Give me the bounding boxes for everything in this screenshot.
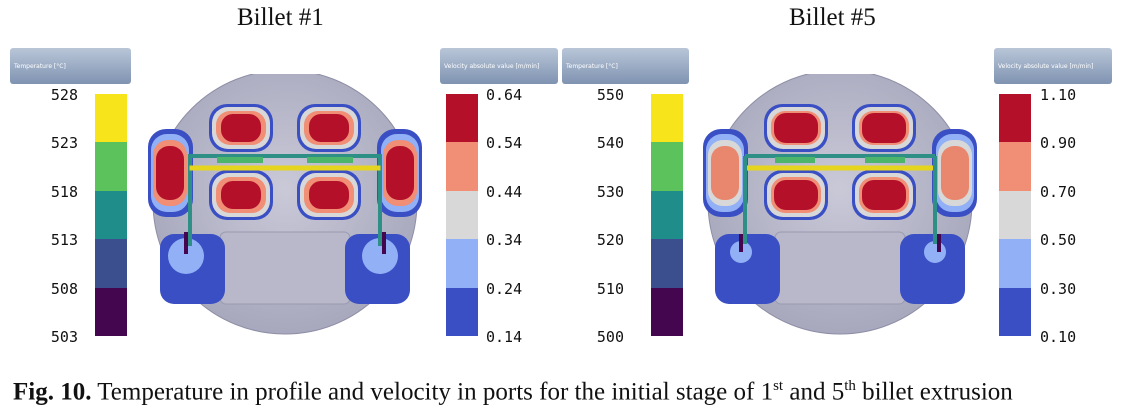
- velocity-colorbar: [999, 94, 1031, 337]
- velocity-legend-title: Velocity absolute value [m/min]: [444, 63, 540, 70]
- tick-label: 0.70: [1040, 182, 1077, 201]
- caption-text: billet extrusion: [855, 378, 1013, 406]
- tick-label: 0.50: [1040, 231, 1077, 250]
- tick-label: 0.54: [486, 134, 523, 153]
- tick-label: 508: [50, 279, 78, 298]
- colorbar-segment: [651, 190, 683, 240]
- caption-superscript: th: [844, 378, 856, 394]
- billet-1-simulation-image: [148, 74, 422, 335]
- tick-label: 518: [50, 182, 78, 201]
- figure-caption-label: Fig. 10.: [13, 378, 92, 406]
- tick-label: 0.14: [486, 328, 523, 346]
- colorbar-segment: [999, 94, 1031, 143]
- colorbar-segment: [95, 94, 127, 143]
- tick-label: 530: [596, 182, 624, 201]
- colorbar-segment: [999, 190, 1031, 240]
- colorbar-segment: [446, 190, 478, 240]
- temperature-legend-title: Temperature [°C]: [14, 63, 66, 70]
- tick-label: 513: [50, 231, 78, 250]
- colorbar-segment: [651, 287, 683, 337]
- temperature-colorbar: [95, 94, 127, 337]
- tick-label: 0.24: [486, 279, 523, 298]
- velocity-legend-title: Velocity absolute value [m/min]: [998, 63, 1094, 70]
- tick-label: 0.10: [1040, 328, 1077, 346]
- velocity-legend-header: Velocity absolute value [m/min]: [994, 48, 1112, 84]
- colorbar-segment: [95, 142, 127, 192]
- tick-label: 550: [596, 86, 624, 104]
- colorbar-segment: [999, 142, 1031, 192]
- figure-caption: Fig. 10. Temperature in profile and velo…: [13, 378, 1013, 406]
- tick-label: 0.44: [486, 182, 523, 201]
- colorbar-segment: [651, 94, 683, 143]
- colorbar-segment: [999, 239, 1031, 289]
- colorbar-segment: [95, 287, 127, 337]
- colorbar-segment: [651, 142, 683, 192]
- caption-text: Temperature in profile and velocity in p…: [91, 378, 774, 406]
- caption-superscript: st: [773, 378, 784, 394]
- tick-label: 500: [596, 328, 624, 346]
- colorbar-segment: [95, 239, 127, 289]
- temperature-colorbar: [651, 94, 683, 337]
- tick-label: 503: [50, 328, 78, 346]
- tick-label: 0.64: [486, 86, 523, 104]
- billet-5-simulation-image: [703, 74, 977, 335]
- colorbar-segment: [446, 94, 478, 143]
- tick-label: 520: [596, 231, 624, 250]
- colorbar-segment: [446, 142, 478, 192]
- temperature-legend-header: Temperature [°C]: [562, 48, 689, 84]
- colorbar-segment: [446, 287, 478, 337]
- temperature-legend-title: Temperature [°C]: [566, 63, 618, 70]
- tick-label: 528: [50, 86, 78, 104]
- panel-2-title: Billet #5: [789, 4, 876, 31]
- tick-label: 510: [596, 279, 624, 298]
- tick-label: 0.34: [486, 231, 523, 250]
- tick-label: 1.10: [1040, 86, 1077, 104]
- tick-label: 540: [596, 134, 624, 153]
- temperature-legend-header: Temperature [°C]: [10, 48, 131, 84]
- velocity-legend-header: Velocity absolute value [m/min]: [440, 48, 558, 84]
- tick-label: 0.90: [1040, 134, 1077, 153]
- velocity-colorbar: [446, 94, 478, 337]
- colorbar-segment: [651, 239, 683, 289]
- colorbar-segment: [95, 190, 127, 240]
- colorbar-segment: [999, 287, 1031, 337]
- colorbar-segment: [446, 239, 478, 289]
- tick-label: 0.30: [1040, 279, 1077, 298]
- tick-label: 523: [50, 134, 78, 153]
- panel-1-title: Billet #1: [237, 4, 324, 31]
- caption-text: and 5: [783, 378, 845, 406]
